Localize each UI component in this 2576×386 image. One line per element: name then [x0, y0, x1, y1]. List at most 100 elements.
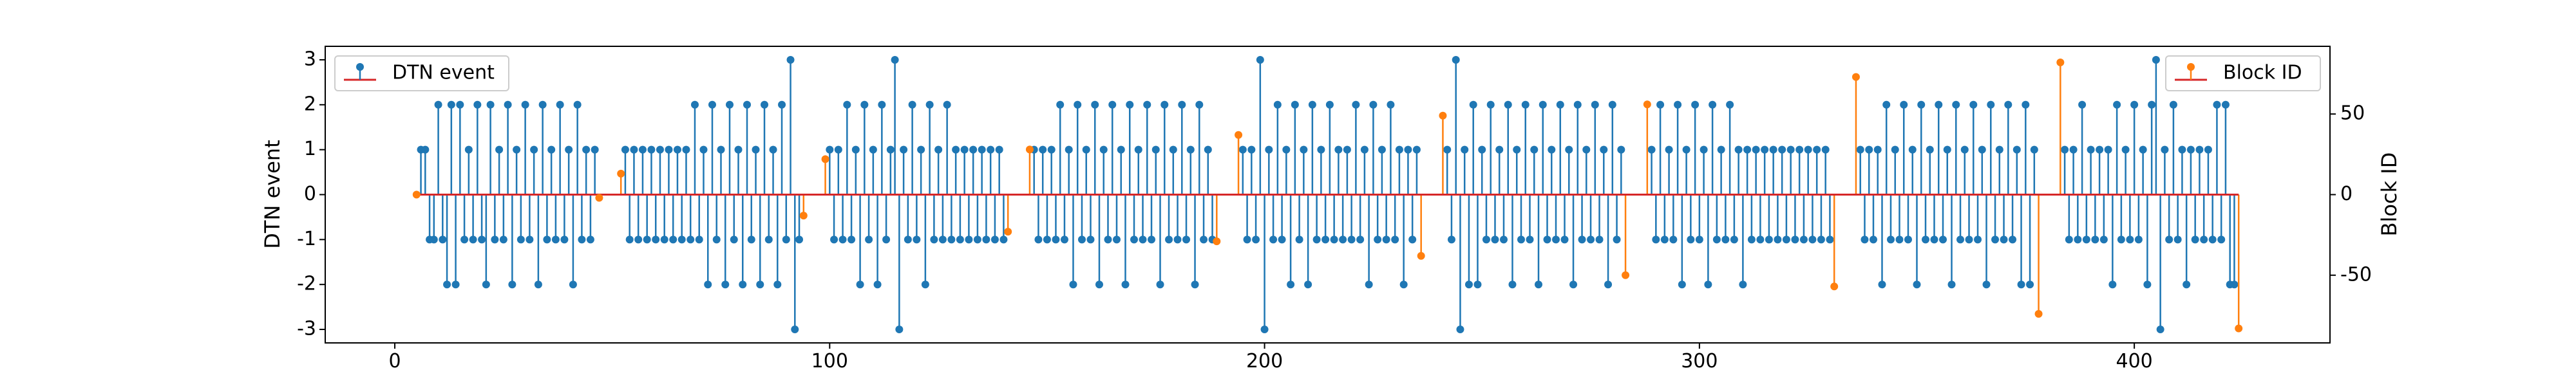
stem-marker	[1852, 73, 1860, 81]
stem-marker	[1717, 145, 1725, 154]
stem-marker	[1552, 235, 1560, 244]
stem-marker	[1704, 280, 1712, 289]
stem-marker	[2004, 100, 2012, 109]
stem-marker	[761, 100, 769, 109]
stem-marker	[1173, 235, 1182, 244]
stem-marker	[1700, 145, 1708, 154]
y-tick-label: -2	[297, 273, 316, 295]
legend: Block ID	[2165, 55, 2321, 91]
stem-marker	[1769, 145, 1777, 154]
y-tick-label: -1	[297, 228, 316, 250]
stem-marker	[1169, 145, 1177, 154]
stem-marker	[669, 235, 677, 244]
stem-marker	[1464, 280, 1473, 289]
stem-marker	[1295, 235, 1303, 244]
legend-marker	[356, 63, 364, 71]
stem-marker	[904, 235, 912, 244]
stem-marker	[886, 145, 895, 154]
stem-marker	[1374, 235, 1382, 244]
stem-marker	[464, 145, 473, 154]
stem-marker	[730, 235, 738, 244]
stem-marker	[726, 100, 734, 109]
stem-marker	[900, 145, 908, 154]
stem-marker	[1865, 145, 1873, 154]
stem-marker	[430, 235, 438, 244]
stem-marker	[1643, 100, 1651, 109]
stem-marker	[665, 145, 673, 154]
stem-marker	[478, 235, 486, 244]
stem-marker	[1356, 235, 1365, 244]
stem-marker	[934, 145, 943, 154]
stem-marker	[2082, 235, 2090, 244]
stem-marker	[682, 145, 690, 154]
stem-marker	[717, 145, 725, 154]
stem-marker	[925, 100, 934, 109]
stem-marker	[547, 145, 556, 154]
stem-marker	[1069, 280, 1077, 289]
legend-marker	[2187, 63, 2195, 71]
stem-marker	[1074, 100, 1082, 109]
stem-marker	[1969, 100, 1978, 109]
stem-marker	[1269, 235, 1278, 244]
stem-marker	[2217, 235, 2226, 244]
stem-marker	[743, 100, 752, 109]
legend-box	[334, 55, 509, 91]
stem-marker	[1965, 235, 1973, 244]
stem-marker	[882, 235, 891, 244]
stem-marker	[1695, 235, 1703, 244]
stem-marker	[2078, 100, 2087, 109]
stem-marker	[1347, 235, 1356, 244]
stem-marker	[551, 235, 560, 244]
stem-marker	[1778, 145, 1786, 154]
stem-marker	[960, 145, 969, 154]
stem-marker	[1674, 100, 1682, 109]
stem-marker	[913, 235, 921, 244]
stem-marker	[1647, 145, 1656, 154]
stem-marker	[1960, 145, 1969, 154]
stem-marker	[1352, 100, 1360, 109]
stem-marker	[1761, 145, 1769, 154]
stem-marker	[1926, 145, 1934, 154]
stem-marker	[643, 235, 651, 244]
stem-marker	[473, 100, 482, 109]
stem-marker	[2069, 145, 2078, 154]
stem-marker	[2130, 100, 2139, 109]
stem-marker	[1086, 235, 1095, 244]
stem-marker	[1535, 280, 1543, 289]
stem-marker	[1622, 271, 1630, 279]
stem-marker	[1739, 280, 1747, 289]
stem-marker	[1247, 145, 1256, 154]
stem-marker	[1956, 235, 1965, 244]
stem-marker	[704, 280, 712, 289]
stem-marker	[1795, 145, 1804, 154]
stem-marker	[1186, 145, 1195, 154]
stem-marker	[938, 235, 947, 244]
stem-marker	[2235, 324, 2243, 333]
stem-marker	[1582, 145, 1591, 154]
stem-marker	[2143, 280, 2152, 289]
stem-marker	[1665, 145, 1673, 154]
stem-marker	[930, 235, 938, 244]
stem-marker	[530, 145, 538, 154]
stem-marker	[1082, 145, 1090, 154]
stem-marker	[995, 145, 1003, 154]
stem-marker	[647, 145, 656, 154]
stem-marker	[1752, 145, 1760, 154]
y-tick-label: 1	[304, 138, 316, 160]
stem-marker	[1443, 145, 1452, 154]
stem-marker	[708, 100, 716, 109]
stem-marker	[412, 190, 421, 199]
stem-marker	[843, 100, 851, 109]
stem-marker	[677, 235, 686, 244]
stem-marker	[969, 145, 978, 154]
stem-marker	[786, 55, 795, 64]
x-tick-label: 300	[1681, 350, 1718, 372]
stem-marker	[1908, 145, 1917, 154]
stem-marker	[1573, 100, 1582, 109]
stem-marker	[687, 235, 695, 244]
stem-marker	[1504, 100, 1512, 109]
stem-marker	[1369, 100, 1378, 109]
stem-marker	[1486, 100, 1495, 109]
stem-marker	[1121, 280, 1130, 289]
stem-marker	[2009, 235, 2017, 244]
